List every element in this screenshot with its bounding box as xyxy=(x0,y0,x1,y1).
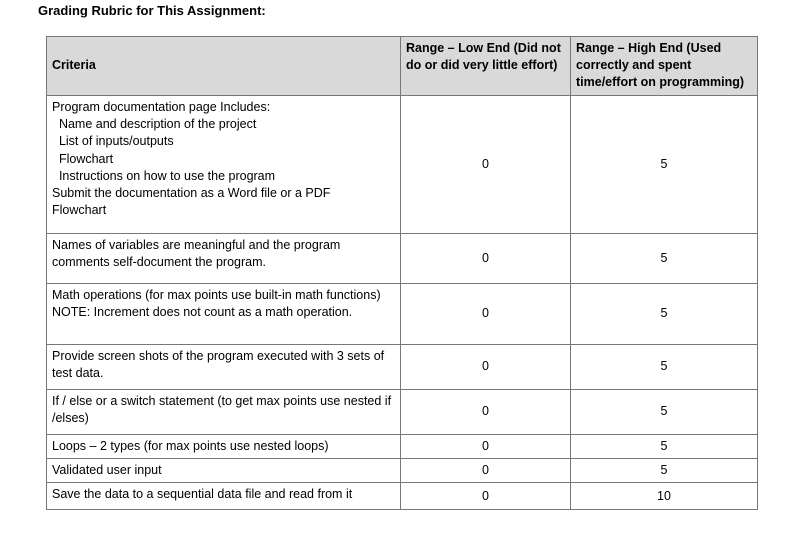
criteria-cell: Save the data to a sequential data file … xyxy=(46,482,401,511)
criteria-cell: Provide screen shots of the program exec… xyxy=(46,344,401,390)
column-header-range-low: Range – Low End (Did not do or did very … xyxy=(400,36,571,96)
low-score-cell: 0 xyxy=(400,95,571,234)
column-header-range-high: Range – High End (Used correctly and spe… xyxy=(570,36,758,96)
criteria-cell: Names of variables are meaningful and th… xyxy=(46,233,401,284)
criteria-cell: Validated user input xyxy=(46,458,401,484)
high-score-cell: 5 xyxy=(570,283,758,345)
table-row: Program documentation page Includes: Nam… xyxy=(46,95,758,234)
low-score-cell: 0 xyxy=(400,433,571,460)
column-header-criteria: Criteria xyxy=(46,36,401,96)
table-row: Validated user input 0 5 xyxy=(46,458,758,484)
high-score-cell: 10 xyxy=(570,482,758,511)
criteria-cell: Loops – 2 types (for max points use nest… xyxy=(46,433,401,460)
table-row: Names of variables are meaningful and th… xyxy=(46,233,758,284)
high-score-cell: 5 xyxy=(570,233,758,284)
criteria-cell: Math operations (for max points use buil… xyxy=(46,283,401,345)
page-title: Grading Rubric for This Assignment: xyxy=(38,3,266,18)
high-score-cell: 5 xyxy=(570,433,758,460)
low-score-cell: 0 xyxy=(400,233,571,284)
high-score-cell: 5 xyxy=(570,344,758,390)
table-row: Loops – 2 types (for max points use nest… xyxy=(46,433,758,460)
low-score-cell: 0 xyxy=(400,344,571,390)
low-score-cell: 0 xyxy=(400,389,571,435)
low-score-cell: 0 xyxy=(400,482,571,511)
low-score-cell: 0 xyxy=(400,283,571,345)
high-score-cell: 5 xyxy=(570,389,758,435)
high-score-cell: 5 xyxy=(570,95,758,234)
criteria-cell: Program documentation page Includes: Nam… xyxy=(46,95,401,234)
table-row: Provide screen shots of the program exec… xyxy=(46,344,758,390)
table-row: Save the data to a sequential data file … xyxy=(46,482,758,511)
low-score-cell: 0 xyxy=(400,458,571,484)
table-row: Math operations (for max points use buil… xyxy=(46,283,758,345)
table-row: If / else or a switch statement (to get … xyxy=(46,389,758,435)
grading-rubric-table: Criteria Range – Low End (Did not do or … xyxy=(46,36,758,511)
table-header-row: Criteria Range – Low End (Did not do or … xyxy=(46,36,758,96)
high-score-cell: 5 xyxy=(570,458,758,484)
criteria-cell: If / else or a switch statement (to get … xyxy=(46,389,401,435)
